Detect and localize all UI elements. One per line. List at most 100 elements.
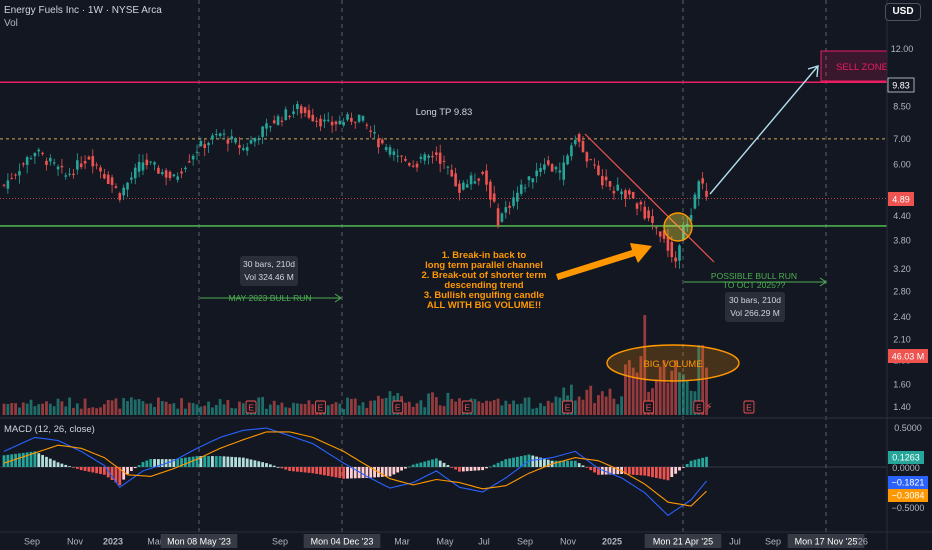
volume-bar — [45, 401, 48, 415]
range2-label-1: POSSIBLE BULL RUN — [711, 271, 797, 281]
volume-bar — [21, 402, 25, 415]
macd-hist-bar — [6, 454, 10, 467]
macd-hist-bar — [110, 467, 114, 480]
volume-bar — [620, 396, 623, 415]
earnings-marker[interactable] — [643, 400, 655, 414]
volume-bar — [303, 403, 307, 415]
volume-bar — [326, 405, 330, 415]
currency-button[interactable]: USD — [885, 3, 921, 21]
range2-label-2: TO OCT 2025?? — [723, 280, 786, 290]
time-axis-tick: 2025 — [602, 537, 622, 547]
macd-hist-bar — [427, 460, 430, 467]
candle-body — [485, 170, 488, 185]
dividend-icon[interactable]: ⚡ — [705, 402, 712, 413]
macd-hist-bar — [118, 467, 122, 486]
earnings-marker[interactable] — [461, 400, 473, 414]
macd-hist-bar — [222, 456, 226, 467]
macd-hist-bar — [554, 460, 558, 467]
macd-hist-bar — [570, 460, 573, 467]
earnings-marker[interactable] — [392, 400, 404, 414]
volume-bar — [654, 379, 658, 415]
volume-bar — [238, 401, 241, 415]
volume-bar — [407, 401, 411, 415]
symbol-title[interactable]: Energy Fuels Inc · 1W · NYSE Arca — [4, 5, 162, 16]
earnings-marker[interactable] — [693, 400, 705, 414]
breakout-circle[interactable] — [663, 212, 693, 242]
volume-bar — [95, 408, 99, 415]
volume-bar — [184, 408, 187, 415]
volume-bar — [496, 398, 500, 415]
macd-hist-bar — [450, 467, 454, 468]
candle-body — [462, 182, 465, 190]
volume-bar — [550, 402, 554, 415]
candle-body — [83, 160, 87, 164]
macd-hist-bar — [126, 467, 129, 475]
volume-bar — [685, 380, 689, 415]
earnings-marker[interactable] — [315, 400, 326, 414]
candle-body — [639, 201, 643, 205]
macd-hist-bar — [157, 459, 160, 467]
descending-trendline[interactable] — [584, 133, 715, 263]
volume-bar — [280, 402, 284, 415]
candle-body — [415, 163, 419, 168]
candle-body — [658, 231, 662, 237]
volume-bar — [369, 400, 373, 415]
volume-bar — [643, 315, 647, 415]
earnings-marker[interactable] — [245, 400, 257, 414]
volume-bar — [33, 406, 37, 415]
macd-hist-bar — [60, 463, 64, 467]
volume-bar — [404, 402, 407, 415]
candle-body — [620, 191, 623, 195]
candle-body — [380, 139, 384, 144]
macd-hist-bar — [245, 458, 249, 467]
candle-body — [114, 186, 118, 188]
big-volume-label: BIG VOLUME — [643, 359, 702, 370]
candle-body — [68, 173, 71, 175]
note-line-4: descending trend — [444, 280, 523, 291]
macd-hist-bar — [268, 464, 272, 467]
volume-bar — [658, 366, 662, 415]
time-axis-tick: Mon 21 Apr '25 — [653, 537, 713, 547]
sell-zone-box[interactable] — [820, 50, 888, 82]
range2-arrowhead — [819, 277, 827, 287]
candle-body — [315, 120, 318, 122]
volume-bar — [662, 360, 666, 415]
price-axis-tick: 8.50 — [893, 101, 911, 111]
macd-hist-bar — [608, 467, 612, 475]
macd-hist-bar — [446, 465, 450, 467]
volume-bar — [581, 399, 585, 415]
candle-body — [118, 193, 122, 200]
macd-hist-bar — [191, 456, 195, 467]
candle-body — [18, 171, 21, 176]
volume-bar — [102, 404, 106, 415]
earnings-marker[interactable] — [743, 400, 755, 414]
big-volume-ellipse[interactable] — [606, 344, 740, 382]
macd-hist-bar — [577, 463, 581, 467]
macd-hist-bar — [334, 467, 338, 478]
volume-bar — [488, 401, 492, 415]
macd-hist-bar — [21, 452, 25, 467]
macd-hist-bar — [681, 467, 685, 468]
volume-bar — [118, 408, 122, 415]
macd-legend[interactable]: MACD (12, 26, close) — [4, 424, 95, 435]
candle-body — [195, 151, 199, 153]
candle-body — [79, 163, 83, 168]
macd-hist-bar — [106, 467, 110, 478]
volume-legend[interactable]: Vol — [4, 18, 18, 29]
macd-hist-bar — [693, 459, 697, 467]
volume-bar — [41, 403, 44, 415]
volume-bar — [353, 398, 357, 415]
macd-hist-bar — [326, 467, 330, 476]
projection-arrow[interactable] — [709, 65, 819, 195]
volume-bar — [519, 403, 523, 415]
earnings-marker[interactable] — [562, 400, 574, 414]
macd-hist-bar — [265, 463, 268, 467]
candle-body — [612, 190, 616, 194]
candle-body — [45, 160, 48, 165]
candle-body — [288, 115, 291, 117]
volume-bar — [106, 399, 110, 415]
time-axis-labels: Sep Nov 2023 Mar Mon 08 May '23 Sep Mon 04 Dec… — [24, 534, 868, 548]
candle-body — [562, 162, 565, 180]
volume-bar — [515, 404, 519, 415]
